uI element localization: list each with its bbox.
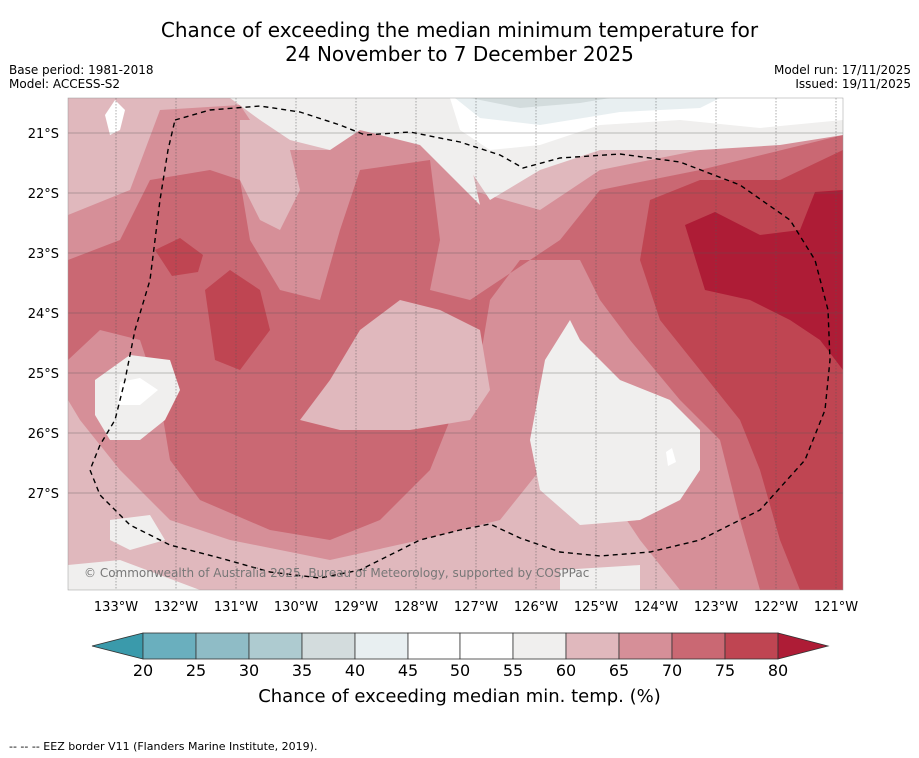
field-50-nw (105, 100, 125, 135)
colorbar-bin (354, 632, 409, 660)
field-75-b (205, 270, 270, 370)
colorbar-tick: 25 (186, 661, 206, 680)
eez-border (89, 105, 831, 579)
colorbar-tick: 35 (292, 661, 312, 680)
colorbar-tick: 30 (239, 661, 259, 680)
lon-label: 132°W (154, 600, 198, 615)
lon-label: 133°W (94, 600, 138, 615)
model-run: Model run: 17/11/2025 (773, 63, 911, 77)
meta-right: Model run: 17/11/2025 Issued: 19/11/2025 (774, 63, 911, 91)
lat-gridlines (68, 132, 843, 494)
colorbar-bin (512, 632, 567, 660)
lon-label: 126°W (514, 600, 558, 615)
field-50-centre (666, 448, 676, 466)
map-title: Chance of exceeding the median minimum t… (0, 18, 919, 66)
lat-label: 24°S (28, 307, 59, 322)
colorbar-bin (301, 632, 356, 660)
lon-label: 125°W (574, 600, 618, 615)
colorbar-bin (195, 632, 250, 660)
lon-label: 128°W (394, 600, 438, 615)
colorbar-tick: 65 (609, 661, 629, 680)
eez-footnote: -- -- -- EEZ border V11 (Flanders Marine… (9, 740, 318, 753)
colorbar-bin (724, 632, 779, 660)
colorbar-tick: 60 (556, 661, 576, 680)
field-60-northwest (240, 120, 300, 230)
lon-gridlines (115, 98, 837, 590)
colorbar-bin (459, 632, 514, 660)
model-name: Model: ACCESS-S2 (9, 77, 121, 91)
lon-label: 123°W (694, 600, 738, 615)
colorbar-bin (407, 632, 461, 660)
colorbar-tick: 55 (503, 661, 523, 680)
field-55-centre (530, 320, 700, 525)
field-55-sw (110, 515, 165, 550)
colorbar-bin (248, 632, 303, 660)
lat-label: 22°S (28, 187, 59, 202)
field-60-centre (300, 300, 490, 430)
lon-label: 127°W (454, 600, 498, 615)
colorbar-tick: 70 (662, 661, 682, 680)
field-55-south (68, 560, 200, 590)
colorbar (91, 632, 830, 660)
colorbar-tick: 20 (133, 661, 153, 680)
colorbar-bin (618, 632, 673, 660)
field-50-west (118, 378, 158, 405)
contour-field (68, 98, 843, 590)
lon-label: 121°W (814, 600, 858, 615)
colorbar-tick: 40 (345, 661, 365, 680)
field-55-south-b (560, 565, 640, 590)
lon-label: 124°W (634, 600, 678, 615)
base-period: Base period: 1981-2018 (9, 63, 154, 77)
colorbar-bin (142, 632, 197, 660)
title-line-2: 24 November to 7 December 2025 (285, 42, 634, 66)
lon-label: 131°W (214, 600, 258, 615)
colorbar-extend-high (777, 632, 830, 660)
issued-date: Issued: 19/11/2025 (795, 77, 911, 91)
lon-label: 130°W (274, 600, 318, 615)
copyright-text: © Commonwealth of Australia 2025, Bureau… (84, 566, 589, 580)
colorbar-extend-low (91, 632, 144, 660)
colorbar-tick: 75 (715, 661, 735, 680)
field-80 (685, 190, 843, 370)
field-40-north (470, 98, 610, 108)
colorbar-bin (565, 632, 620, 660)
colorbar-tick: 45 (398, 661, 418, 680)
meta-left: Base period: 1981-2018 Model: ACCESS-S2 (9, 63, 154, 91)
lon-label: 122°W (754, 600, 798, 615)
plot-frame (67, 97, 844, 591)
lat-label: 21°S (28, 127, 59, 142)
lat-label: 27°S (28, 487, 59, 502)
lon-label: 129°W (334, 600, 378, 615)
colorbar-label: Chance of exceeding median min. temp. (%… (258, 686, 661, 707)
lat-label: 25°S (28, 367, 59, 382)
lat-label: 26°S (28, 427, 59, 442)
colorbar-bin (671, 632, 726, 660)
colorbar-tick: 80 (768, 661, 788, 680)
title-line-1: Chance of exceeding the median minimum t… (160, 18, 759, 42)
field-75-c (155, 238, 203, 276)
colorbar-tick: 50 (450, 661, 470, 680)
field-55-north (230, 98, 480, 205)
lat-label: 23°S (28, 247, 59, 262)
